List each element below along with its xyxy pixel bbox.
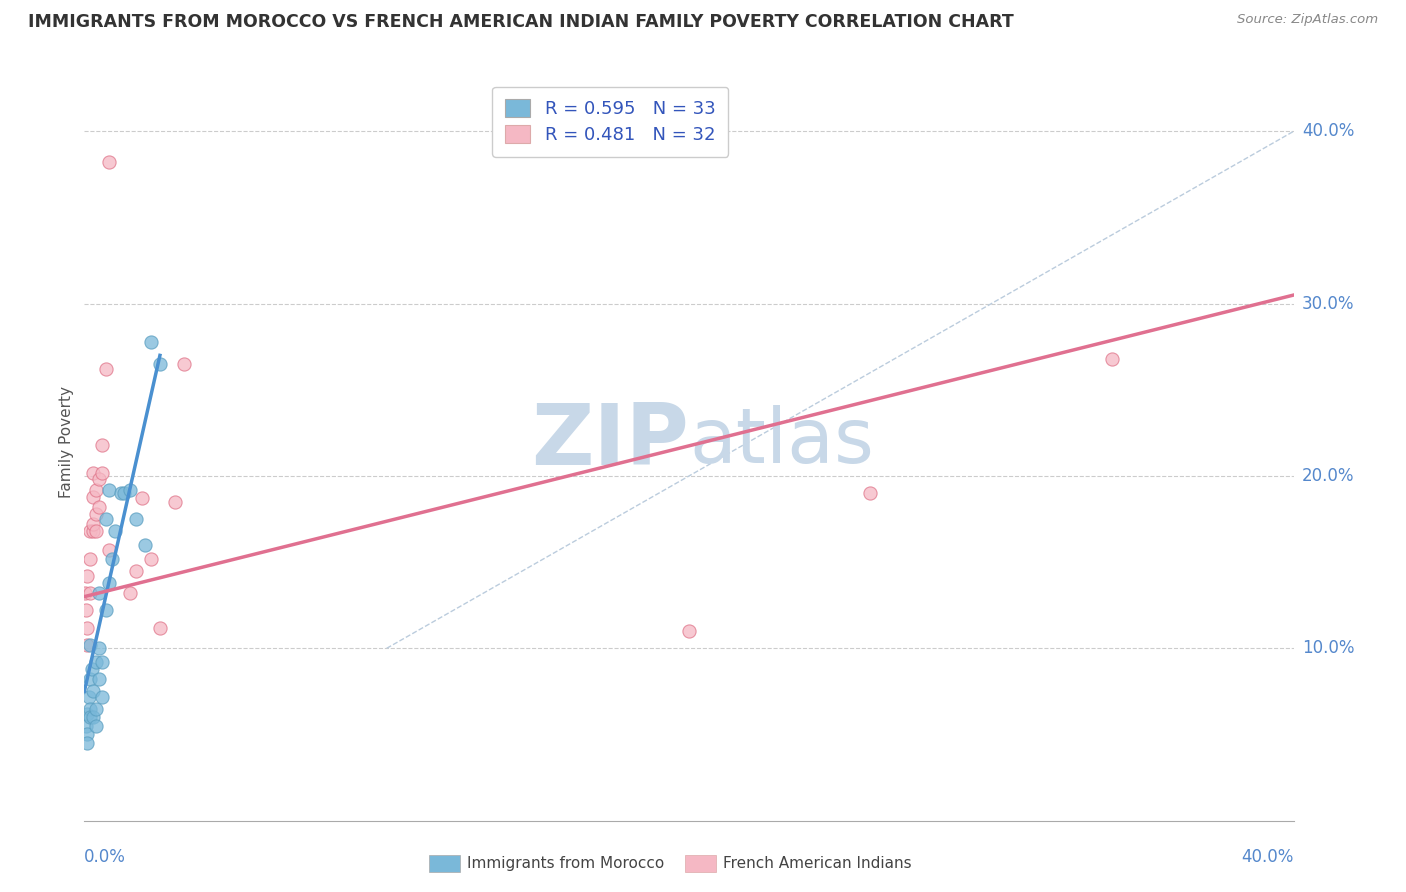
Point — [97, 483, 120, 497]
Point — [86, 524, 108, 538]
Point — [86, 719, 108, 733]
Text: ZIP: ZIP — [531, 400, 689, 483]
Point — [76, 621, 98, 635]
Point — [89, 473, 111, 487]
Point — [91, 438, 114, 452]
Point — [131, 491, 153, 506]
Point — [100, 551, 122, 566]
Point — [79, 710, 101, 724]
Text: Immigrants from Morocco: Immigrants from Morocco — [467, 856, 664, 871]
Point — [79, 551, 101, 566]
Point — [125, 512, 148, 526]
Text: 0.0%: 0.0% — [84, 848, 127, 866]
Text: 40.0%: 40.0% — [1241, 848, 1294, 866]
Point — [76, 569, 98, 583]
Point — [82, 524, 104, 538]
Point — [75, 719, 97, 733]
Text: French American Indians: French American Indians — [723, 856, 911, 871]
Point — [82, 517, 104, 532]
Point — [1101, 351, 1123, 366]
Text: 20.0%: 20.0% — [1302, 467, 1354, 485]
Text: 10.0%: 10.0% — [1302, 640, 1354, 657]
Point — [79, 673, 101, 687]
Point — [149, 357, 172, 371]
Point — [80, 662, 103, 676]
Point — [89, 500, 111, 514]
Point — [86, 483, 108, 497]
Point — [97, 155, 120, 169]
Point — [79, 524, 101, 538]
Point — [165, 495, 187, 509]
Point — [149, 621, 172, 635]
Point — [75, 603, 97, 617]
Point — [110, 486, 132, 500]
Text: 30.0%: 30.0% — [1302, 294, 1354, 313]
Point — [76, 706, 98, 721]
Point — [79, 638, 101, 652]
Point — [82, 466, 104, 480]
Point — [139, 551, 162, 566]
Y-axis label: Family Poverty: Family Poverty — [59, 385, 75, 498]
Point — [86, 701, 108, 715]
Point — [76, 638, 98, 652]
Point — [91, 466, 114, 480]
Point — [125, 564, 148, 578]
Point — [139, 334, 162, 349]
Point — [91, 690, 114, 704]
Point — [678, 624, 700, 639]
Point — [94, 512, 117, 526]
Point — [89, 673, 111, 687]
Point — [94, 603, 117, 617]
Point — [118, 586, 141, 600]
Text: IMMIGRANTS FROM MOROCCO VS FRENCH AMERICAN INDIAN FAMILY POVERTY CORRELATION CHA: IMMIGRANTS FROM MOROCCO VS FRENCH AMERIC… — [28, 13, 1014, 31]
Point — [76, 727, 98, 741]
Point — [77, 690, 100, 704]
Point — [86, 655, 108, 669]
Legend: R = 0.595   N = 33, R = 0.481   N = 32: R = 0.595 N = 33, R = 0.481 N = 32 — [492, 87, 728, 157]
Point — [76, 736, 98, 750]
Point — [89, 641, 111, 656]
Point — [134, 538, 156, 552]
Point — [859, 486, 882, 500]
Text: 40.0%: 40.0% — [1302, 122, 1354, 140]
Point — [94, 362, 117, 376]
Point — [73, 586, 96, 600]
Point — [173, 357, 195, 371]
Point — [112, 486, 135, 500]
Point — [86, 507, 108, 521]
Point — [79, 701, 101, 715]
Point — [97, 543, 120, 558]
Point — [82, 490, 104, 504]
Point — [91, 655, 114, 669]
Point — [97, 575, 120, 590]
Point — [79, 586, 101, 600]
Point — [82, 684, 104, 698]
Text: atlas: atlas — [689, 405, 873, 478]
Text: Source: ZipAtlas.com: Source: ZipAtlas.com — [1237, 13, 1378, 27]
Point — [104, 524, 127, 538]
Point — [118, 483, 141, 497]
Point — [82, 710, 104, 724]
Point — [89, 586, 111, 600]
